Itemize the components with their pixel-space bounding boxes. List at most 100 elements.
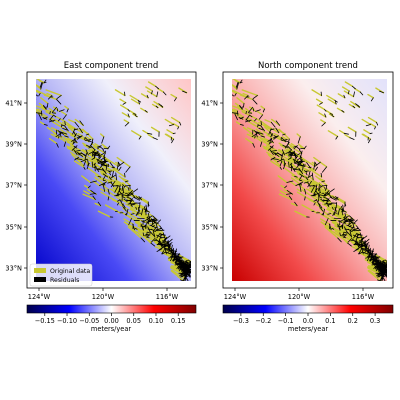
residual-vector <box>323 196 328 199</box>
residual-vector <box>151 90 153 95</box>
residual-vector <box>167 238 173 244</box>
residual-vector <box>364 250 368 253</box>
residual-vector <box>147 132 153 135</box>
residual-vector <box>177 126 180 130</box>
original-data-vector <box>323 215 339 225</box>
residual-vector <box>126 208 129 216</box>
residual-vector <box>159 240 165 248</box>
residual-vector <box>368 254 371 258</box>
original-data-vector <box>36 108 43 115</box>
residual-vector <box>43 123 48 126</box>
original-data-vector <box>118 175 132 187</box>
residual-vector <box>379 266 382 271</box>
residual-vector <box>308 170 311 178</box>
original-data-vector <box>337 197 346 203</box>
residual-vector <box>332 196 337 200</box>
original-data-vector <box>291 174 301 181</box>
residual-vector <box>358 250 362 255</box>
residual-vector <box>356 225 361 231</box>
residual-vector <box>378 259 385 264</box>
original-data-vector <box>232 108 239 115</box>
residual-vector <box>353 242 358 245</box>
residual-vector <box>138 135 142 140</box>
residual-vector <box>342 223 344 230</box>
original-data-vector <box>289 145 295 150</box>
residual-vector <box>66 108 69 113</box>
residual-vector <box>279 166 282 170</box>
residual-vector <box>187 266 191 270</box>
original-data-vector <box>41 108 54 113</box>
residual-vector <box>137 99 142 103</box>
residual-vector <box>124 122 130 127</box>
legend-label-original: Original data <box>50 268 90 275</box>
original-data-vector <box>367 116 378 124</box>
original-data-vector <box>279 144 287 149</box>
residual-vector <box>325 198 330 205</box>
original-data-vector <box>299 157 308 164</box>
original-data-vector <box>301 189 312 197</box>
residual-vector <box>143 219 148 222</box>
residual-vector <box>288 195 293 200</box>
residual-vector <box>372 253 377 258</box>
residual-vector <box>296 146 301 150</box>
residual-vector <box>96 145 102 148</box>
original-data-vector <box>115 196 121 201</box>
residual-vector <box>115 172 118 181</box>
residual-vector <box>295 153 301 157</box>
residual-vector <box>352 105 356 109</box>
residual-vector <box>99 146 104 150</box>
original-data-vector <box>142 129 149 135</box>
residual-vector <box>327 213 332 215</box>
residual-vector <box>99 153 105 157</box>
residual-vector <box>282 144 289 149</box>
residual-vector <box>349 230 353 238</box>
colorbar-tick-label: 0.3 <box>370 317 381 325</box>
residual-vector <box>64 121 66 126</box>
residual-vector <box>154 229 158 233</box>
residual-vector <box>239 116 244 120</box>
residual-vector <box>307 181 311 187</box>
original-data-vector <box>118 181 124 186</box>
residual-vector <box>130 202 137 205</box>
residual-vector <box>294 153 297 159</box>
residual-vector <box>97 201 102 207</box>
original-data-vector <box>37 108 43 112</box>
residual-vector <box>320 205 323 209</box>
residual-vector <box>339 224 344 228</box>
residual-vector <box>161 241 165 244</box>
residual-vector <box>293 145 299 148</box>
residual-vector <box>84 139 92 141</box>
y-tick-label: 37°N <box>201 182 218 190</box>
residual-vector <box>163 247 170 250</box>
residual-vector <box>130 192 136 199</box>
original-data-vector <box>85 136 92 141</box>
original-data-vector <box>336 204 344 210</box>
residual-vector <box>367 244 370 251</box>
original-data-vector <box>120 104 129 111</box>
original-data-vector <box>266 134 272 138</box>
original-data-vector <box>115 188 130 197</box>
colorbar-tick-label: 0.05 <box>126 317 141 325</box>
original-data-vector <box>278 193 293 201</box>
residual-vector <box>282 133 286 136</box>
x-tick-label: 124°W <box>28 293 51 301</box>
residual-vector <box>179 265 183 270</box>
original-data-vector <box>316 211 323 216</box>
original-data-vector <box>289 163 298 169</box>
original-data-vector <box>270 118 281 127</box>
residual-vector <box>353 91 355 97</box>
original-data-vector <box>144 220 150 225</box>
residual-vector <box>270 121 276 128</box>
original-data-vector <box>46 92 53 97</box>
original-data-vector <box>260 105 266 110</box>
residual-vector <box>107 196 110 201</box>
original-data-vector <box>296 191 306 198</box>
residual-vector <box>271 149 277 152</box>
residual-vector <box>181 270 187 276</box>
residual-vector <box>371 263 379 266</box>
original-data-vector <box>328 225 345 234</box>
original-data-vector <box>331 228 348 236</box>
residual-vector <box>90 180 97 183</box>
residual-vector <box>324 218 329 226</box>
residual-vector <box>91 161 94 168</box>
